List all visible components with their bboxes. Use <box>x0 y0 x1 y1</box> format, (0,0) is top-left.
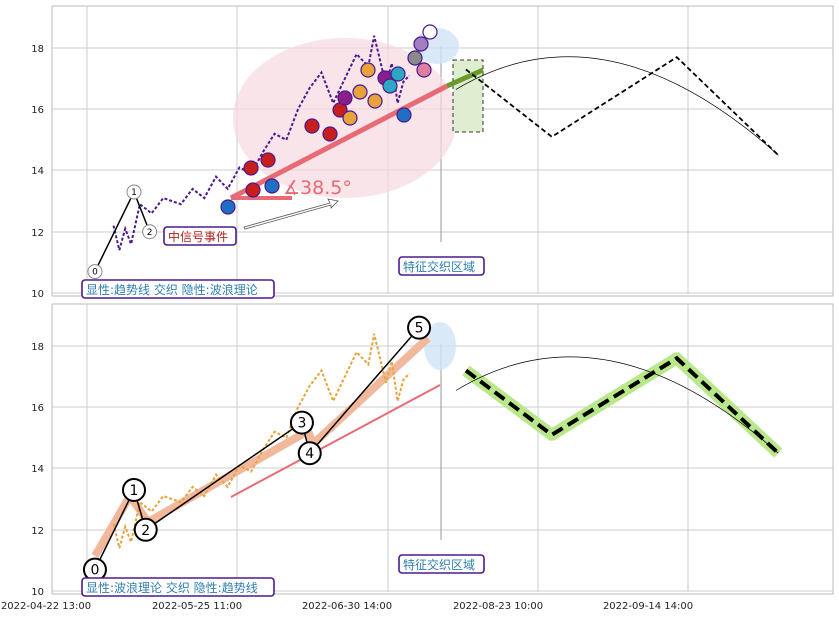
p1-wave-point-label: 2 <box>141 523 150 539</box>
trend-line-bottom <box>230 384 441 498</box>
p0-wave-point-label: 2 <box>147 228 153 238</box>
signal-bubble-marker <box>416 62 432 78</box>
p1-price-series <box>112 333 411 549</box>
xtick-label: 2022-05-25 11:00 <box>152 601 242 612</box>
p0-ytick-label: 18 <box>31 44 44 55</box>
top-zone-label-box <box>398 256 485 276</box>
signal-bubble-marker <box>342 110 358 126</box>
signal-bubble-marker <box>396 107 412 123</box>
p0-ytick-label: 12 <box>31 228 44 239</box>
p1-forecast-arc <box>455 356 779 454</box>
xtick-label: 2022-06-30 14:00 <box>302 601 392 612</box>
p1-wave-point-label: 0 <box>90 563 99 579</box>
p1-wave-point-marker <box>133 517 158 542</box>
xtick-label: 2022-08-23 10:00 <box>453 601 543 612</box>
signal-bubble-marker <box>264 178 280 194</box>
top-caption: 显性:趋势线 交织 隐性:波浪理论 <box>86 282 258 297</box>
angle-label: ∡38.5° <box>283 177 352 199</box>
signal-bubble-marker <box>322 126 338 142</box>
signal-bubble-marker <box>304 118 320 134</box>
event-arrow <box>243 198 339 230</box>
xtick-label: 2022-09-14 14:00 <box>603 601 693 612</box>
peak-blob-bottom <box>424 322 456 370</box>
signal-bubble-marker <box>220 199 236 215</box>
top-caption-box <box>81 279 275 299</box>
p0-wave-point-marker <box>87 264 103 280</box>
xtick-label: 2022-04-22 13:00 <box>1 601 91 612</box>
p0-wave-point-marker <box>126 184 142 200</box>
signal-bubble-marker <box>367 93 383 109</box>
event-label: 中信号事件 <box>168 229 228 244</box>
p0-wave-point-label: 1 <box>131 188 137 198</box>
signal-bubble-marker <box>360 62 376 78</box>
p1-ytick-label: 12 <box>31 526 44 537</box>
p0-wave-point-label: 0 <box>92 268 98 278</box>
p1-wave-point-marker <box>122 477 147 502</box>
p1-ytick-label: 10 <box>31 587 44 598</box>
bottom-caption-box <box>81 577 275 597</box>
p1-wave-path <box>94 327 420 570</box>
p1-ytick-label: 16 <box>31 403 44 414</box>
p0-forecast-arc <box>455 56 779 156</box>
p1-wave-point-label: 5 <box>415 321 424 337</box>
signal-bubble-marker <box>390 66 406 82</box>
bottom-zone-label: 特征交织区域 <box>403 557 475 572</box>
event-label-box <box>163 226 237 246</box>
p1-forecast-path <box>464 355 780 455</box>
p0-ytick-label: 10 <box>31 289 44 300</box>
signal-bubble-marker <box>260 152 276 168</box>
p1-ytick-label: 14 <box>31 464 44 475</box>
bottom-caption: 显性:波浪理论 交织 隐性:趋势线 <box>86 580 258 595</box>
signal-bubble-marker <box>382 78 398 94</box>
signal-bubble-marker <box>245 182 261 198</box>
signal-bubble-marker <box>422 24 438 40</box>
p0-ytick-label: 16 <box>31 105 44 116</box>
bottom-zone-label-box <box>398 554 485 574</box>
signal-bubble-marker <box>413 36 429 52</box>
p1-wave-point-marker <box>297 441 322 466</box>
top-zone-label: 特征交织区域 <box>403 259 475 274</box>
p1-wave-point-label: 3 <box>297 416 306 432</box>
p0-price-series <box>112 35 411 251</box>
p0-ytick-label: 14 <box>31 166 44 177</box>
p1-ytick-label: 18 <box>31 342 44 353</box>
signal-bubble-marker <box>352 84 368 100</box>
p0-wave-point-marker <box>142 224 158 240</box>
forecast-trend-line <box>445 67 485 89</box>
p1-wave-point-label: 4 <box>305 446 314 462</box>
trend-line <box>229 83 449 201</box>
signal-bubble-marker <box>337 90 353 106</box>
signal-bubble-marker <box>407 50 423 66</box>
p1-wave-point-label: 1 <box>130 483 139 499</box>
p1-wave-point-marker <box>407 315 432 340</box>
p1-wave-point-marker <box>289 410 314 435</box>
signal-bubble-marker <box>243 160 259 176</box>
